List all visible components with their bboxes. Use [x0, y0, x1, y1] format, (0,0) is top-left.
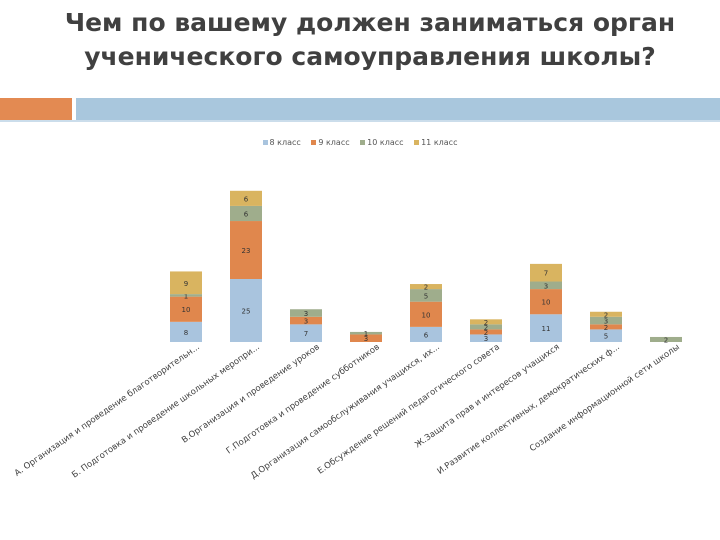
data-label: 3	[604, 318, 608, 326]
bar-segment	[470, 334, 502, 342]
bar-segment	[590, 324, 622, 330]
bar-segment	[650, 336, 682, 342]
data-label: 3	[304, 318, 308, 326]
data-label: 10	[542, 299, 551, 307]
data-label: 3	[304, 310, 308, 318]
bar-segment	[290, 316, 322, 325]
bar-segment	[170, 321, 202, 342]
data-label: 2	[424, 284, 428, 292]
bar-segment	[230, 205, 262, 222]
data-label: 6	[424, 331, 429, 339]
data-label: 3	[364, 335, 368, 343]
legend-item: 10 класс	[360, 138, 404, 147]
bar-segment	[410, 301, 442, 327]
data-label: 7	[544, 270, 548, 278]
bar-segment	[530, 281, 562, 290]
legend-item: 11 класс	[414, 138, 457, 147]
data-label: 5	[604, 333, 608, 341]
bar-segment	[410, 289, 442, 302]
legend-item: 9 класс	[311, 138, 350, 147]
bar-segment	[470, 319, 502, 325]
bar-segment	[410, 326, 442, 342]
data-label: 10	[182, 306, 191, 314]
bar-segment	[230, 221, 262, 279]
bar-segment	[350, 334, 382, 342]
band-blue-segment	[76, 98, 720, 120]
bar-segment	[530, 289, 562, 315]
data-label: 10	[422, 311, 431, 319]
legend-swatch-10	[360, 140, 366, 145]
legend-swatch-9	[311, 140, 317, 145]
bar-segment	[350, 331, 382, 335]
data-label: 8	[184, 329, 188, 337]
data-label: 6	[244, 210, 249, 218]
bar-segment	[290, 324, 322, 342]
band-orange-segment	[0, 98, 72, 120]
data-label: 23	[242, 247, 251, 255]
bar-segment	[170, 296, 202, 322]
data-label: 7	[304, 330, 308, 338]
legend-item: 8 класс	[262, 138, 301, 147]
bar-segment	[590, 329, 622, 342]
data-label: 2	[484, 329, 488, 337]
data-label: 5	[424, 292, 428, 300]
legend-swatch-8	[262, 140, 268, 145]
bar-segment	[170, 271, 202, 295]
bar-segment	[470, 329, 502, 335]
data-label: 11	[542, 325, 551, 333]
title-line-1: Чем по вашему должен заниматься орган	[64, 8, 676, 37]
bar-segment	[590, 311, 622, 317]
slide-title: Чем по вашему должен заниматься орган уч…	[40, 6, 700, 74]
bar-segment	[590, 316, 622, 325]
bar-segment	[170, 294, 202, 297]
data-label: 2	[604, 324, 608, 332]
data-label: 1	[184, 292, 188, 300]
data-label: 1	[364, 330, 368, 338]
data-label: 2	[484, 319, 488, 327]
data-label: 3	[484, 335, 488, 343]
data-label: 2	[604, 311, 608, 319]
bar-segment	[290, 309, 322, 317]
bar-segment	[230, 190, 262, 206]
decorative-band	[0, 98, 720, 122]
legend-label-11: 11 класс	[421, 138, 458, 147]
legend-swatch-11	[414, 140, 420, 145]
data-label: 2	[664, 336, 668, 344]
data-label: 6	[244, 195, 249, 203]
band-underline	[0, 120, 720, 122]
legend-label-10: 10 класс	[367, 138, 404, 147]
bar-segment	[410, 284, 442, 290]
bar-segment	[530, 314, 562, 342]
legend-label-8: 8 класс	[269, 138, 301, 147]
data-label: 9	[184, 280, 188, 288]
data-label: 3	[544, 282, 548, 290]
bar-segment	[530, 263, 562, 282]
bar-segment	[230, 279, 262, 342]
data-label: 25	[242, 308, 251, 316]
title-line-2: ученического самоуправления школы?	[84, 42, 656, 71]
data-label: 2	[484, 324, 488, 332]
chart-legend: 8 класс 9 класс 10 класс 11 класс	[0, 138, 720, 147]
legend-label-9: 9 класс	[318, 138, 350, 147]
bar-segment	[470, 324, 502, 330]
